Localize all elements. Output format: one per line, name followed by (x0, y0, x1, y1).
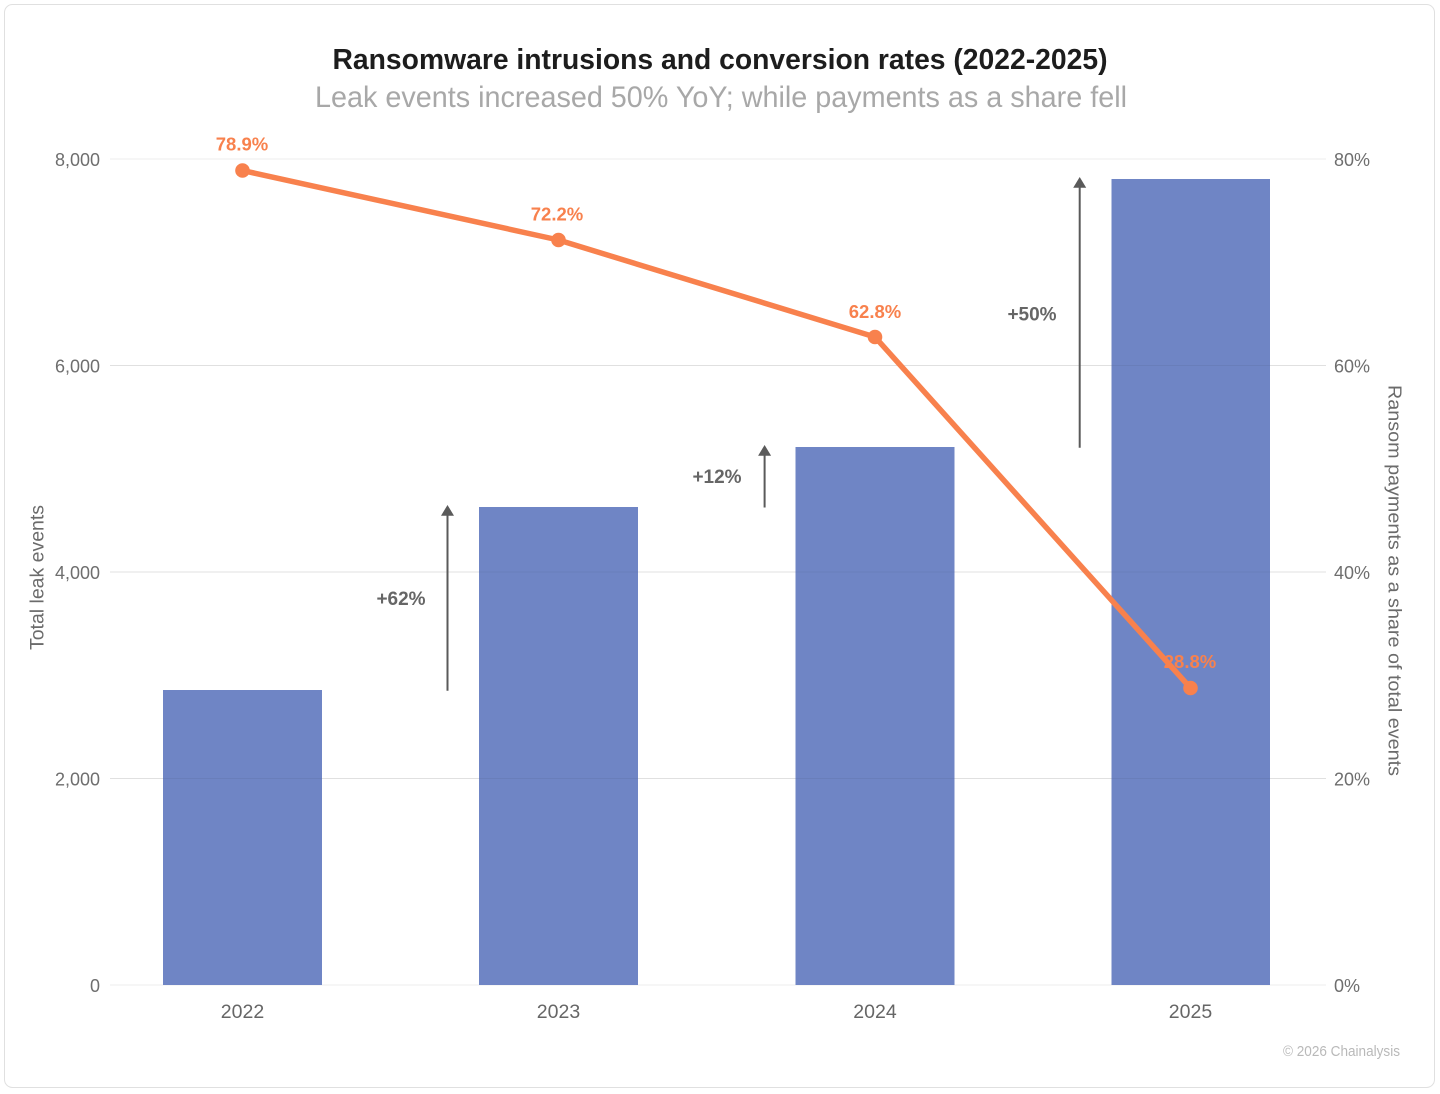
svg-text:© 2026 Chainalysis: © 2026 Chainalysis (1283, 1043, 1400, 1060)
svg-text:2023: 2023 (537, 1001, 580, 1023)
svg-text:0%: 0% (1334, 976, 1360, 996)
svg-text:Leak events increased 50% YoY;: Leak events increased 50% YoY; while pay… (315, 81, 1127, 114)
svg-text:2,000: 2,000 (55, 770, 100, 790)
svg-text:Total leak events: Total leak events (28, 505, 49, 650)
svg-text:2025: 2025 (1169, 1001, 1213, 1023)
svg-text:Ransomware intrusions and conv: Ransomware intrusions and conversion rat… (333, 44, 1108, 76)
svg-text:2022: 2022 (221, 1001, 264, 1023)
svg-text:Ransom payments as a share of: Ransom payments as a share of total even… (1385, 385, 1405, 776)
svg-text:8,000: 8,000 (55, 150, 100, 170)
svg-text:62.8%: 62.8% (849, 301, 901, 322)
svg-text:+50%: +50% (1007, 305, 1056, 326)
svg-text:4,000: 4,000 (55, 563, 100, 583)
svg-text:+62%: +62% (376, 589, 425, 610)
svg-text:78.9%: 78.9% (216, 134, 268, 155)
svg-text:0: 0 (90, 976, 100, 996)
svg-text:40%: 40% (1334, 563, 1370, 583)
svg-text:80%: 80% (1334, 150, 1370, 170)
svg-text:60%: 60% (1334, 357, 1370, 377)
svg-text:20%: 20% (1334, 770, 1370, 790)
svg-text:28.8%: 28.8% (1164, 651, 1216, 672)
svg-text:+12%: +12% (692, 467, 741, 488)
svg-text:2024: 2024 (853, 1001, 897, 1023)
svg-text:6,000: 6,000 (55, 357, 100, 377)
svg-text:72.2%: 72.2% (531, 204, 583, 225)
